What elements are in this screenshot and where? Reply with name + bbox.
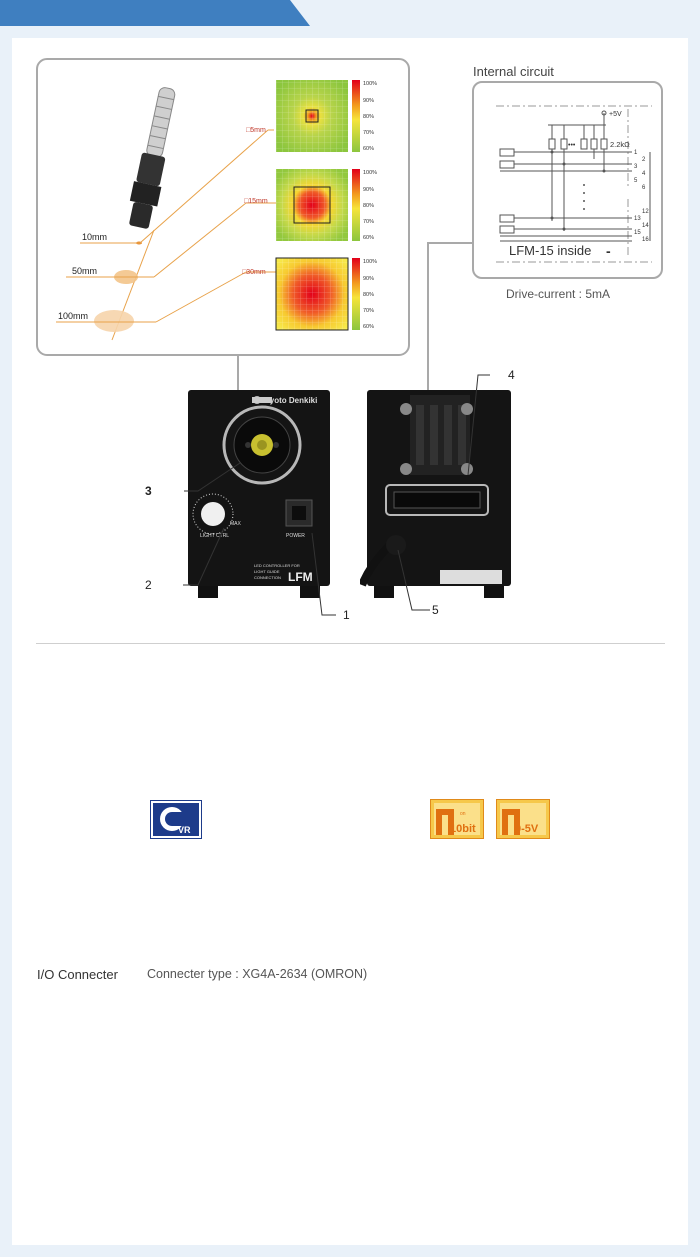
scale-label: 70%: [363, 219, 374, 225]
heatmap-5mm: [276, 80, 360, 152]
model-line: LED CONTROLLER FOR: [254, 563, 300, 568]
scale-label: 100%: [363, 81, 377, 87]
pin-label: 6: [642, 185, 646, 191]
power-switch[interactable]: POWER: [285, 499, 313, 539]
distance-label: 100mm: [58, 311, 88, 321]
distance-label: 50mm: [72, 266, 97, 276]
callout-3: 3: [145, 484, 152, 498]
distance-label: 10mm: [82, 232, 107, 242]
pin-label: 15: [634, 230, 641, 236]
pin-label: 4: [642, 171, 646, 177]
controller-rear-view: 4 5: [360, 368, 515, 617]
spot-size-label: □15mm: [244, 198, 268, 205]
scale-label: 80%: [363, 114, 374, 120]
scale-label: 70%: [363, 130, 374, 136]
knob-label: LIGHT CTRL: [200, 533, 229, 539]
section-divider: [36, 643, 665, 644]
pin-label: 1: [634, 150, 638, 156]
scale-label: 70%: [363, 308, 374, 314]
callout-5: 5: [432, 603, 439, 617]
pin-label: 14: [642, 223, 649, 229]
controller-front-view: Kyoto Denkiki MAX LIGHT CTRL POWER LED C…: [145, 390, 350, 622]
beam-spot-figure: 100% 90% 80% 70% 60% 100% 90% 80% 70% 60…: [36, 58, 410, 356]
spot-size-label: □5mm: [246, 127, 266, 134]
light-guide-icon: [129, 87, 176, 229]
10bit-label: 10bit: [450, 823, 476, 835]
pin-label: 13: [634, 216, 641, 222]
pin-label: 5: [634, 178, 638, 184]
supply-label: +5V: [609, 111, 622, 118]
spot-size-label: □30mm: [242, 269, 266, 276]
callout-2: 2: [145, 578, 152, 592]
internal-circuit-diagram: +5V ••• 2.2kΩ 1 2 3 4: [472, 81, 663, 279]
model-line: LIGHT GUIDE: [254, 569, 280, 574]
heatmap-30mm: [275, 257, 360, 331]
scale-label: 60%: [363, 146, 374, 152]
bit-small-label: on: [460, 811, 466, 817]
scale-label: 80%: [363, 203, 374, 209]
max-label: MAX: [230, 521, 242, 527]
heatmap-15mm: [276, 169, 360, 241]
pin-label: 12: [642, 209, 649, 215]
io-connector-value: Connecter type : XG4A-2634 (OMRON): [147, 967, 368, 981]
scale-label: 90%: [363, 276, 374, 282]
power-label: POWER: [286, 533, 305, 539]
scale-label: 80%: [363, 292, 374, 298]
vr-label: VR: [178, 825, 191, 835]
scale-label: 60%: [363, 235, 374, 241]
model-name: LFM: [288, 570, 313, 584]
minus-sign: -: [606, 243, 611, 259]
header-tab: [0, 0, 700, 26]
resistor-value: 2.2kΩ: [610, 140, 630, 149]
brand-label: Kyoto Denkiki: [264, 396, 317, 405]
pin-label: 16: [642, 237, 649, 243]
scale-label: 90%: [363, 98, 374, 104]
0-5v-icon: 0-5V: [496, 799, 550, 839]
io-connector-label: I/O Connecter: [37, 967, 118, 982]
light-ctrl-knob[interactable]: MAX LIGHT CTRL: [192, 493, 242, 539]
scale-label: 60%: [363, 324, 374, 330]
scale-label: 100%: [363, 170, 377, 176]
circuit-title: Internal circuit: [473, 64, 554, 79]
pin-label: 2: [642, 157, 646, 163]
0-5v-label: 0-5V: [515, 823, 539, 835]
drive-current-text: Drive-current : 5mA: [506, 287, 611, 301]
scale-label: 100%: [363, 259, 377, 265]
inside-label: LFM-15 inside: [509, 243, 591, 258]
callout-1: 1: [343, 608, 350, 622]
callout-4: 4: [508, 368, 515, 382]
10bit-icon: on 10bit: [430, 799, 484, 839]
scale-label: 90%: [363, 187, 374, 193]
model-line: CONNECTION: [254, 575, 281, 580]
pin-label: 3: [634, 164, 638, 170]
ellipsis: •••: [568, 142, 576, 149]
vr-icon: VR: [150, 800, 202, 839]
